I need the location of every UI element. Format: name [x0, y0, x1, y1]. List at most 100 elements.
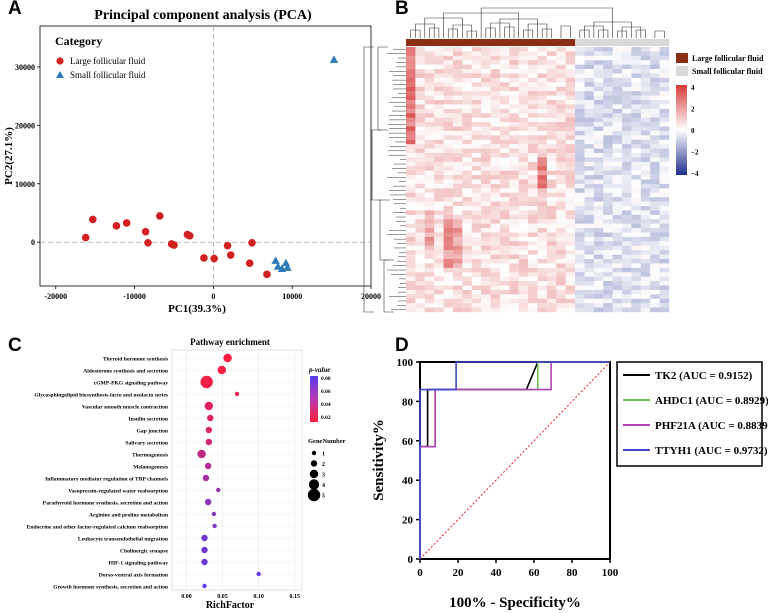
heatmap-cell [471, 183, 482, 189]
heatmap-cell [556, 259, 566, 264]
heatmap-cell [443, 272, 454, 277]
heatmap-cell [528, 126, 538, 132]
heatmap-cell [593, 285, 604, 291]
heatmap-cell [556, 117, 566, 123]
heatmap-cell [537, 73, 548, 79]
heatmap-cell [565, 281, 576, 286]
heatmap-cell [528, 241, 538, 246]
heatmap-cell [481, 254, 491, 260]
heatmap-cell [584, 267, 595, 273]
heatmap-cell [575, 232, 585, 238]
heatmap-cell [452, 281, 463, 286]
heatmap-cell [631, 188, 642, 193]
heatmap-cell [471, 223, 482, 229]
heatmap-cell [575, 117, 585, 123]
heatmap-cell [434, 86, 444, 92]
heatmap-cell [575, 175, 585, 180]
heatmap-cell [481, 281, 491, 286]
heatmap-cell [556, 108, 566, 114]
heatmap-cell [603, 47, 613, 52]
heatmap-cell [462, 281, 472, 286]
pathway-label: Salivary secretion [125, 440, 169, 446]
heatmap-cell [415, 166, 425, 171]
heatmap-cell [452, 214, 463, 220]
heatmap-cell [415, 272, 425, 277]
heatmap-cell [584, 272, 595, 277]
heatmap-cell [490, 139, 501, 145]
heatmap-cell [518, 108, 529, 114]
heatmap-cell [659, 122, 670, 127]
pca-xtick-label: -10000 [123, 292, 146, 301]
heatmap-cell [537, 263, 548, 269]
heatmap-cell [546, 95, 557, 101]
heatmap-cell [528, 117, 538, 123]
heatmap-cell [443, 197, 454, 202]
heatmap-cell [499, 281, 510, 286]
heatmap-cell [584, 104, 595, 110]
heatmap-cell [509, 170, 519, 176]
heatmap-cell [622, 130, 632, 136]
heatmap-cell [490, 86, 501, 92]
heatmap-cell [546, 64, 557, 70]
heatmap-cell [584, 126, 595, 132]
heatmap-colorbar [676, 85, 687, 175]
heatmap-cell [434, 166, 444, 171]
heatmap-cell [518, 100, 529, 105]
heatmap-cell [481, 60, 491, 65]
heatmap-cell [434, 214, 444, 220]
heatmap-cell [584, 206, 595, 211]
heatmap-cell [659, 144, 670, 149]
heatmap-cell [640, 281, 651, 286]
heatmap-cell [622, 307, 632, 313]
heatmap-cell [528, 73, 538, 79]
heatmap-cell [622, 267, 632, 273]
heatmap-cell [528, 139, 538, 145]
heatmap-cell [481, 250, 491, 255]
heatmap-cell [650, 148, 660, 154]
heatmap-cell [546, 91, 557, 96]
heatmap-cell [650, 307, 660, 313]
heatmap-cell [443, 210, 454, 216]
pathway-label: Endocrine and other factor-regulated cal… [27, 524, 169, 530]
heatmap-cell [593, 60, 604, 65]
heatmap-cell [415, 179, 425, 185]
heatmap-cell [631, 144, 642, 149]
heatmap-cell [499, 175, 510, 180]
heatmap-cell [471, 294, 482, 299]
heatmap-cell [603, 192, 613, 198]
heatmap-cell [415, 192, 425, 198]
heatmap-cell [575, 285, 585, 291]
heatmap-cell [603, 210, 613, 216]
heatmap-cell [462, 307, 472, 313]
heatmap-cell [406, 245, 416, 251]
heatmap-cell [537, 139, 548, 145]
pathway-point [204, 498, 212, 506]
heatmap-cell [443, 232, 454, 238]
heatmap-cell [622, 148, 632, 154]
heatmap-cell [631, 192, 642, 198]
heatmap-cell [528, 219, 538, 224]
heatmap-cell [612, 281, 623, 286]
heatmap-cell [481, 276, 491, 282]
heatmap-cell [499, 126, 510, 132]
pathway-label: Leukocyte transendothelial migration [78, 536, 169, 542]
heatmap-annotation-large [490, 39, 501, 46]
heatmap-cell [622, 139, 632, 145]
heatmap-cell [556, 219, 566, 224]
heatmap-cell [565, 232, 576, 238]
heatmap-cell [509, 60, 519, 65]
heatmap-cell [631, 307, 642, 313]
heatmap-cell [499, 206, 510, 211]
heatmap-cell [499, 113, 510, 118]
heatmap-cell [546, 73, 557, 79]
heatmap-cell [509, 289, 519, 295]
heatmap-cell [650, 82, 660, 87]
heatmap-cell [556, 188, 566, 193]
heatmap-cell [424, 122, 435, 127]
heatmap-cell [481, 153, 491, 158]
heatmap-cell [509, 139, 519, 145]
heatmap-cell [528, 188, 538, 193]
heatmap-cell [462, 259, 472, 264]
heatmap-cell [415, 60, 425, 65]
heatmap-cell [518, 241, 529, 246]
